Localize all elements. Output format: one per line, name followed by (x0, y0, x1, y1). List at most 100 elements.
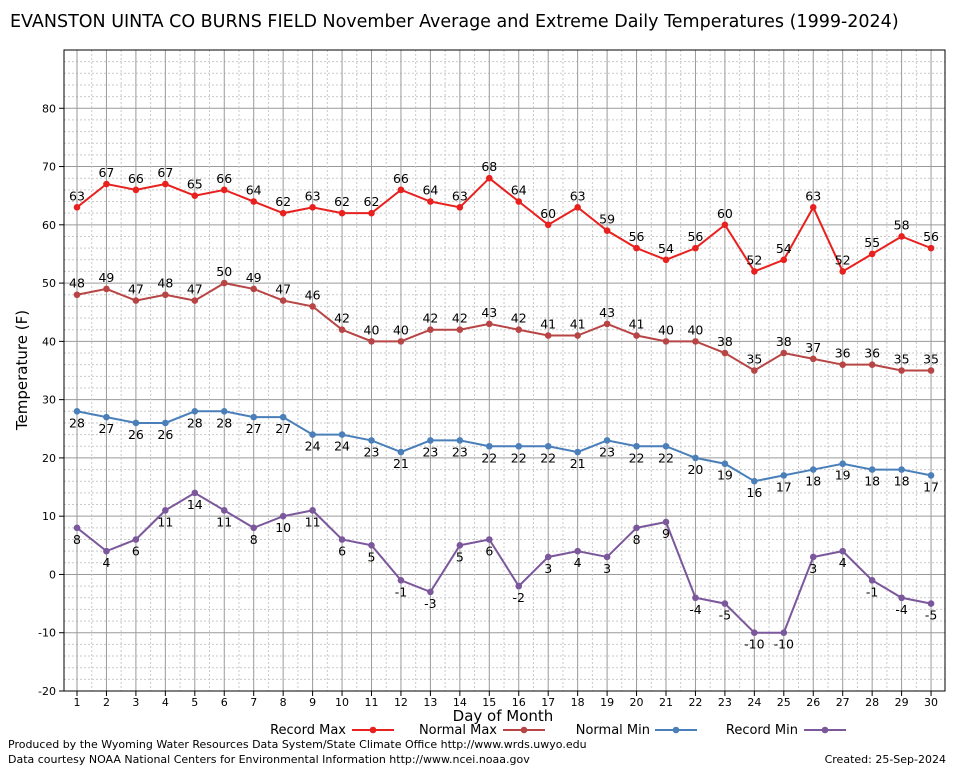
record-min-data-label: 9 (662, 526, 670, 541)
record-min-point (73, 524, 81, 532)
legend-marker-normal-min (672, 726, 680, 734)
normal-min-data-label: 22 (511, 450, 527, 465)
normal-min-data-label: 21 (570, 456, 586, 471)
x-tick-label: 30 (924, 696, 938, 709)
normal-min-point (427, 437, 434, 444)
normal-min-data-label: 19 (717, 468, 733, 483)
normal-max-point (662, 338, 670, 345)
record-max-data-label: 60 (717, 206, 733, 221)
x-tick-label: 29 (895, 696, 909, 709)
normal-min-data-label: 22 (629, 450, 645, 465)
record-min-data-label: 6 (132, 543, 140, 558)
normal-min-data-label: 27 (98, 421, 114, 436)
record-min-point (486, 536, 493, 543)
normal-min-point (103, 413, 110, 421)
record-min-point (368, 542, 375, 549)
normal-min-point (839, 460, 846, 468)
normal-min-data-label: 26 (157, 427, 173, 442)
record-max-point (132, 186, 140, 194)
x-tick-label: 19 (600, 696, 614, 709)
record-max-data-label: 66 (128, 171, 144, 186)
normal-max-data-label: 40 (658, 322, 674, 337)
normal-max-point (279, 297, 287, 304)
record-max-point (692, 244, 699, 252)
x-tick-label: 23 (718, 696, 732, 709)
normal-min-point (191, 407, 199, 415)
x-tick-label: 18 (571, 696, 585, 709)
x-tick-label: 21 (659, 696, 673, 709)
normal-min-data-label: 27 (246, 421, 262, 436)
x-tick-label: 9 (309, 696, 316, 709)
x-axis-ticks: 1 2 3 4 5 6 7 8 9 10 11 12 13 14 15 16 17 18 19 20 21 22 23 24 2… (74, 691, 938, 709)
normal-max-point (515, 326, 523, 334)
x-tick-label: 22 (688, 696, 702, 709)
x-tick-label: 4 (162, 696, 169, 709)
record-min-data-label: 5 (456, 549, 464, 564)
normal-min-data-label: 20 (687, 462, 703, 477)
normal-max-data-label: 41 (570, 317, 586, 332)
grid (64, 49, 945, 692)
record-max-point (73, 204, 81, 211)
x-tick-label: 13 (423, 696, 437, 709)
footer-created: Created: 25-Sep-2024 (825, 753, 946, 766)
record-min-data-label: 8 (73, 532, 81, 547)
record-min-point (309, 507, 316, 514)
record-min-data-label: -10 (744, 637, 764, 652)
record-min-point (662, 518, 670, 526)
normal-max-point (574, 332, 581, 339)
normal-max-data-label: 41 (540, 317, 556, 332)
record-max-point (397, 186, 405, 194)
normal-max-data-label: 36 (864, 346, 880, 361)
series-normal-min: 28 27 26 26 28 28 27 27 24 24 23 21 23 23 22 22 22 21 23 22… (69, 407, 939, 500)
record-min-data-label: -4 (895, 602, 908, 617)
normal-max-point (309, 303, 316, 310)
record-max-data-label: 56 (629, 229, 645, 244)
x-tick-label: 7 (250, 696, 257, 709)
record-max-point (839, 268, 846, 275)
y-tick-label: 10 (42, 510, 56, 523)
record-min-line (76, 491, 932, 634)
record-max-point (603, 227, 611, 234)
normal-min-point (486, 442, 493, 450)
normal-min-point (220, 407, 228, 415)
record-min-data-label: -1 (395, 584, 407, 599)
record-min-point (220, 507, 228, 514)
legend: Record Max Normal Max Normal Min Record Min (270, 723, 846, 738)
record-max-point (633, 244, 640, 252)
normal-max-data-label: 35 (894, 352, 910, 367)
record-min-data-label: 11 (305, 514, 321, 529)
record-min-data-label: -1 (866, 584, 878, 599)
x-tick-label: 10 (335, 696, 349, 709)
legend-marker-normal-max (520, 726, 528, 734)
record-min-data-label: 10 (275, 520, 291, 535)
record-min-point (751, 629, 758, 637)
normal-max-point (692, 338, 699, 345)
normal-min-data-label: 18 (864, 474, 880, 489)
normal-max-data-label: 47 (187, 282, 203, 297)
record-max-point (162, 180, 169, 188)
normal-max-data-label: 42 (511, 311, 527, 326)
record-min-data-label: 8 (633, 532, 641, 547)
normal-max-data-label: 35 (923, 352, 939, 367)
normal-max-data-label: 40 (687, 322, 703, 337)
record-max-data-label: 52 (746, 252, 762, 267)
normal-min-point (633, 442, 640, 450)
record-min-data-label: 5 (368, 549, 376, 564)
normal-max-data-label: 46 (305, 287, 321, 302)
normal-min-data-label: 28 (216, 415, 232, 430)
normal-max-data-label: 43 (481, 305, 497, 320)
normal-max-data-label: 43 (599, 305, 615, 320)
x-axis-label: Day of Month (453, 707, 554, 725)
normal-max-data-label: 47 (128, 282, 144, 297)
record-min-data-label: 3 (809, 561, 817, 576)
legend-label-normal-max: Normal Max (419, 723, 497, 738)
record-max-point (456, 204, 464, 211)
record-min-data-label: 14 (187, 497, 203, 512)
normal-min-point (132, 419, 140, 427)
legend-label-record-min: Record Min (726, 723, 798, 738)
normal-max-data-label: 42 (422, 311, 438, 326)
record-min-data-label: 11 (157, 514, 173, 529)
record-min-point (338, 536, 346, 543)
record-min-data-label: -3 (424, 596, 436, 611)
